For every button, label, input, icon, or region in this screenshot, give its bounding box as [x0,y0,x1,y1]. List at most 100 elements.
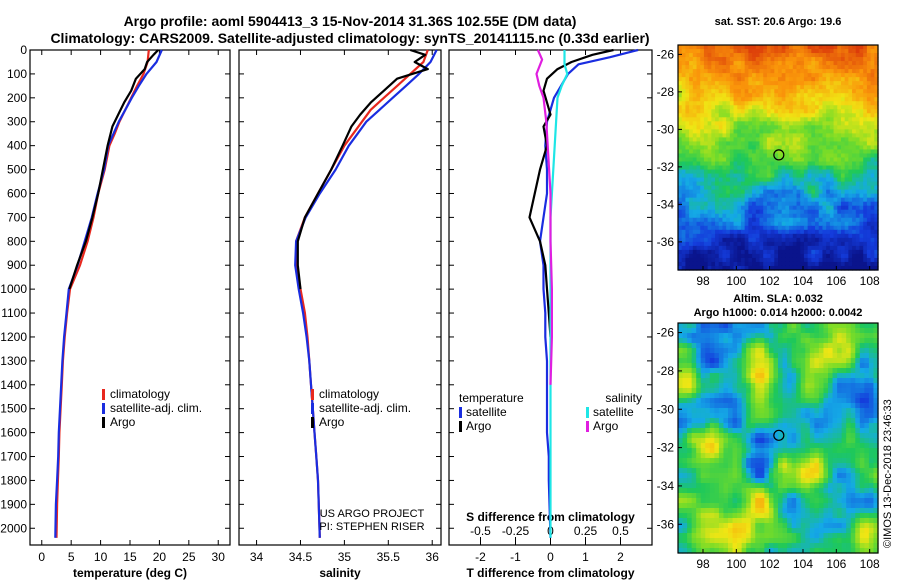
sdiff-xtick-label: -0.5 [470,524,491,538]
depth-tick-label: 1800 [0,473,27,487]
difference-series-magenta [535,49,554,385]
salinity-xtick-label: 36 [426,550,440,564]
depth-tick-label: 1500 [0,402,27,416]
depth-tick-label: 200 [7,91,27,105]
sst-map-cells [678,45,879,271]
temperature-series-argo [68,49,159,290]
sdiff-xtick-label: 0.25 [574,524,598,538]
sdiff-legend-label: Argo [593,419,619,433]
temperature-legend-label: satellite-adj. clim. [110,401,202,415]
tdiff-legend-label: satellite [466,405,507,419]
sst-map-xtick-label: 106 [826,274,846,288]
depth-tick-label: 100 [7,67,27,81]
difference-xtick-label: -1 [510,550,521,564]
sst-map-ytick-label: -36 [657,235,675,249]
figure-title-line1: Argo profile: aoml 5904413_3 15-Nov-2014… [124,13,577,29]
depth-tick-label: 700 [7,210,27,224]
salinity-plot-frame [238,49,442,546]
sla-map-ytick-label: -26 [657,326,675,340]
depth-tick-label: 1400 [0,378,27,392]
sla-map-xtick-label: 100 [726,557,746,571]
sst-map-xtick-label: 98 [696,274,710,288]
salinity-xaxis-label: salinity [319,566,361,580]
sla-argo-position-marker [773,429,785,441]
temperature-plot-frame [29,49,231,546]
depth-tick-label: 500 [7,163,27,177]
figure-title-line2: Climatology: CARS2009. Satellite-adjuste… [50,30,649,46]
difference-series-argo [528,48,614,338]
sst-argo-position-marker [773,149,785,161]
credit-line1: US ARGO PROJECT [320,508,425,520]
depth-tick-label: 2000 [0,521,27,535]
sst-map-ytick-label: -32 [657,160,675,174]
depth-tick-label: 1300 [0,354,27,368]
sla-map-cells [678,323,879,554]
salinity-legend-label: satellite-adj. clim. [319,401,411,415]
salinity-legend-label: climatology [319,387,379,401]
sla-map-ytick-label: -28 [657,364,675,378]
salinity-xtick-label: 34.5 [289,550,313,564]
salinity-legend-swatch [311,389,314,400]
tdiff-legend-swatch [459,407,462,418]
sst-map-ytick-label: -30 [657,122,675,136]
sst-map-xtick-label: 104 [793,274,813,288]
temperature-xtick-label: 15 [123,550,137,564]
sla-map-title: Altim. SLA: 0.032 [733,293,823,305]
sla-map: 98 100 102 104 106 108 -26 -28 -30 -32 -34 -36 Altim… [657,293,880,571]
sla-map-ytick-label: -32 [657,441,675,455]
sdiff-legend-title: salinity [605,391,642,405]
sdiff-xtick-label: -0.25 [502,524,530,538]
temperature-legend-swatch [102,389,105,400]
sla-map-ytick-label: -30 [657,402,675,416]
sst-map-title: sat. SST: 20.6 Argo: 19.6 [715,16,842,28]
sst-map: 98 100 102 104 106 108 -26 -28 -30 -32 -34 -36 sat. … [657,16,880,288]
sst-map-xtick-label: 108 [860,274,880,288]
salinity-xtick-label: 35.5 [377,550,401,564]
sla-map-frame [677,322,879,554]
difference-xtick-label: 2 [617,550,624,564]
depth-tick-label: 1900 [0,497,27,511]
sdiff-legend-swatch [586,407,589,418]
tdiff-legend-label: Argo [466,419,492,433]
sdiff-legend-swatch [586,421,589,432]
depth-tick-label: 1200 [0,330,27,344]
depth-tick-label: 1000 [0,282,27,296]
imos-stamp: ©IMOS 13-Dec-2018 23:46:33 [882,399,894,548]
depth-tick-label: 300 [7,115,27,129]
salinity-legend-swatch [311,417,314,428]
depth-tick-label: 1700 [0,450,27,464]
temperature-xtick-label: 20 [153,550,167,564]
salinity-legend-swatch [311,403,314,414]
difference-xaxis-label: T difference from climatology [466,566,634,580]
sst-map-ytick-label: -34 [657,197,675,211]
temperature-legend-swatch [102,403,105,414]
sla-map-ytick-label: -36 [657,517,675,531]
sla-map-xtick-label: 108 [860,557,880,571]
salinity-xtick-label: 35 [338,550,352,564]
sla-map-xtick-label: 106 [826,557,846,571]
salinity-xtick-label: 34 [250,550,264,564]
depth-tick-label: 800 [7,234,27,248]
sst-map-xtick-label: 102 [760,274,780,288]
temperature-xtick-label: 5 [68,550,75,564]
temperature-xtick-label: 30 [212,550,226,564]
temperature-legend-swatch [102,417,105,428]
sst-map-ytick-label: -28 [657,85,675,99]
salinity-panel: 34 34.5 35 35.5 36 salinity climatologysatelli… [238,48,442,580]
depth-tick-label: 400 [7,139,27,153]
depth-tick-label: 1100 [1,306,27,320]
sla-map-xtick-label: 98 [696,557,710,571]
temperature-xtick-label: 0 [38,550,45,564]
temperature-xtick-label: 10 [94,550,108,564]
salinity-series-argo [296,48,429,290]
temperature-series-satellite [54,49,163,538]
temperature-panel: 0100200300400500600700800900100011001200… [0,43,231,580]
tdiff-legend-title: temperature [459,391,524,405]
difference-xtick-label: 0 [547,550,554,564]
sst-map-xtick-label: 100 [726,274,746,288]
sst-map-frame [677,44,879,271]
temperature-xaxis-label: temperature (deg C) [73,566,187,580]
difference-panel: -2 -1 0 1 2 T difference from climatology -0.5… [448,48,653,580]
difference-xtick-label: 1 [582,550,589,564]
difference-xtick-label: -2 [475,550,486,564]
